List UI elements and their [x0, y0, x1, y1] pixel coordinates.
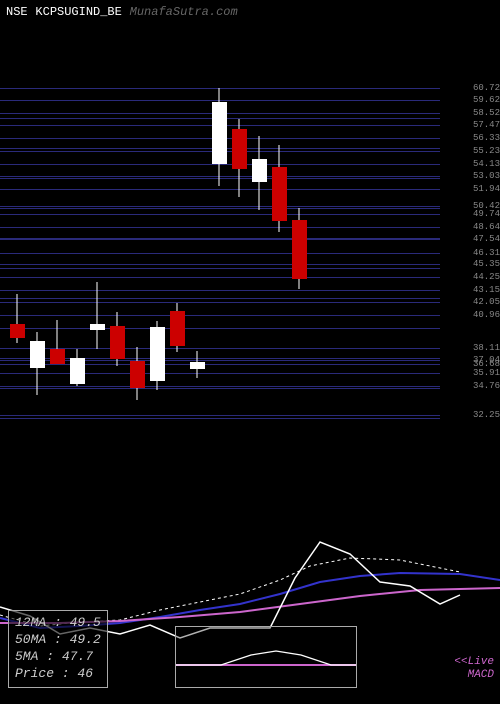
price-panel: 60.7259.6258.5257.4756.3355.2354.1353.03… [0, 88, 500, 418]
ma12-label: 12MA : [15, 615, 62, 630]
price-label: Price : [15, 666, 70, 681]
ma5-label: 5MA : [15, 649, 54, 664]
exchange-label: NSE [6, 5, 28, 19]
macd-label-line2: MACD [454, 669, 494, 682]
symbol-label: KCPSUGIND_BE [35, 5, 121, 19]
watermark: MunafaSutra.com [130, 5, 238, 19]
ma50-value: 49.2 [70, 632, 101, 647]
macd-live-label: <<Live MACD [454, 656, 494, 682]
macd-zoom-box [175, 626, 357, 688]
info-box: 12MA : 49.5 50MA : 49.2 5MA : 47.7 Price… [8, 610, 108, 688]
macd-label-line1: <<Live [454, 656, 494, 669]
macd-zoom-chart [176, 627, 356, 687]
chart-header: NSE KCPSUGIND_BE MunafaSutra.com [6, 4, 238, 19]
candles-layer [0, 88, 440, 418]
chart-container: NSE KCPSUGIND_BE MunafaSutra.com 60.7259… [0, 0, 500, 700]
ma50-label: 50MA : [15, 632, 62, 647]
ma5-value: 47.7 [62, 649, 93, 664]
ma12-value: 49.5 [70, 615, 101, 630]
price-value: 46 [77, 666, 93, 681]
